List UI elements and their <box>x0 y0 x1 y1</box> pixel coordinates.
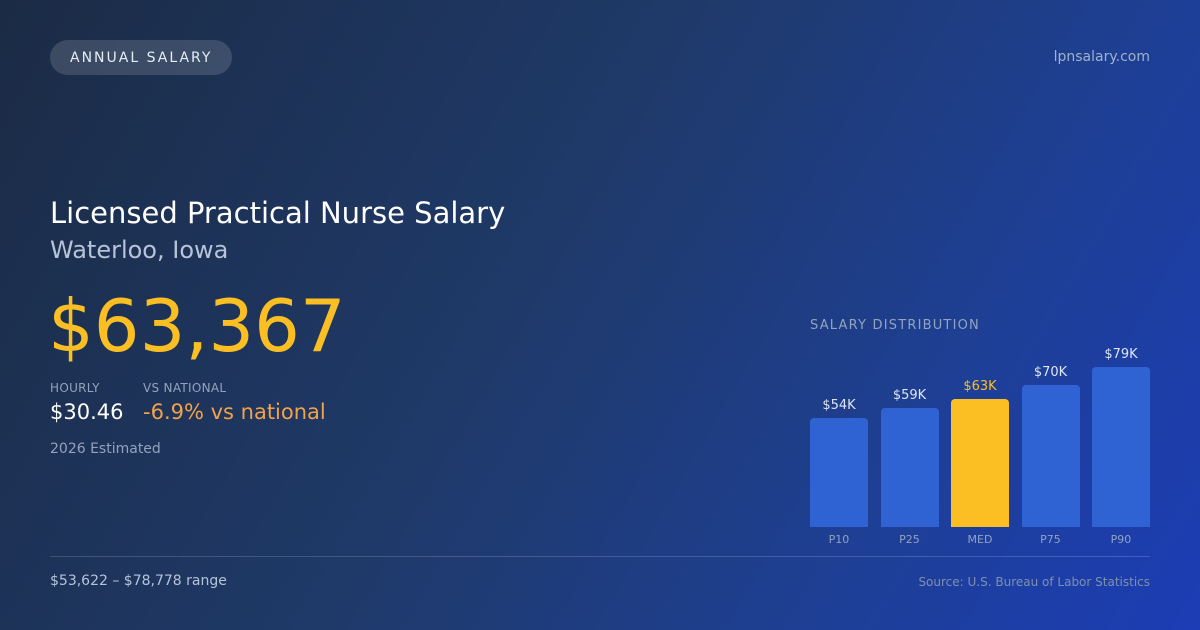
chart-title: SALARY DISTRIBUTION <box>810 318 980 333</box>
bar-p75 <box>1021 385 1080 527</box>
vs-national-label: VS NATIONAL <box>143 381 227 395</box>
estimate-note: 2026 Estimated <box>50 441 161 457</box>
bar-value-label: $79K <box>1104 347 1138 362</box>
salary-distribution-chart: $54K P10 $59K P25 $63K MED $70K P75 $79K P90 <box>810 340 1150 550</box>
vs-national-value: -6.9% vs national <box>143 400 326 424</box>
bar-value-label: $63K <box>963 379 997 395</box>
annual-salary-value: $63,367 <box>48 284 346 368</box>
bar-med <box>951 399 1009 527</box>
annual-salary-badge: ANNUAL SALARY <box>50 40 233 75</box>
bar-category-label: MED <box>967 533 993 546</box>
bar-category-label: P75 <box>1040 533 1061 546</box>
bar-p10 <box>810 417 868 527</box>
hourly-label: HOURLY <box>50 381 100 395</box>
bar-value-label: $70K <box>1033 365 1068 381</box>
source-note: Source: U.S. Bureau of Labor Statistics <box>918 575 1150 589</box>
bar-value-label: $59K <box>892 387 927 403</box>
bar-category-label: P25 <box>899 533 920 546</box>
bar-category-label: P90 <box>1110 533 1132 546</box>
bar-value-label: $54K <box>822 397 856 413</box>
location-subtitle: Waterloo, Iowa <box>50 236 229 264</box>
footer-divider <box>50 556 1150 557</box>
bar-category-label: P10 <box>828 533 850 546</box>
hourly-value: $30.46 <box>50 400 124 424</box>
bar-p25 <box>880 407 939 527</box>
bar-p90 <box>1092 367 1150 527</box>
site-name: lpnsalary.com <box>1053 49 1150 65</box>
salary-range: $53,622 – $78,778 range <box>50 573 227 589</box>
page-title: Licensed Practical Nurse Salary <box>50 196 506 230</box>
